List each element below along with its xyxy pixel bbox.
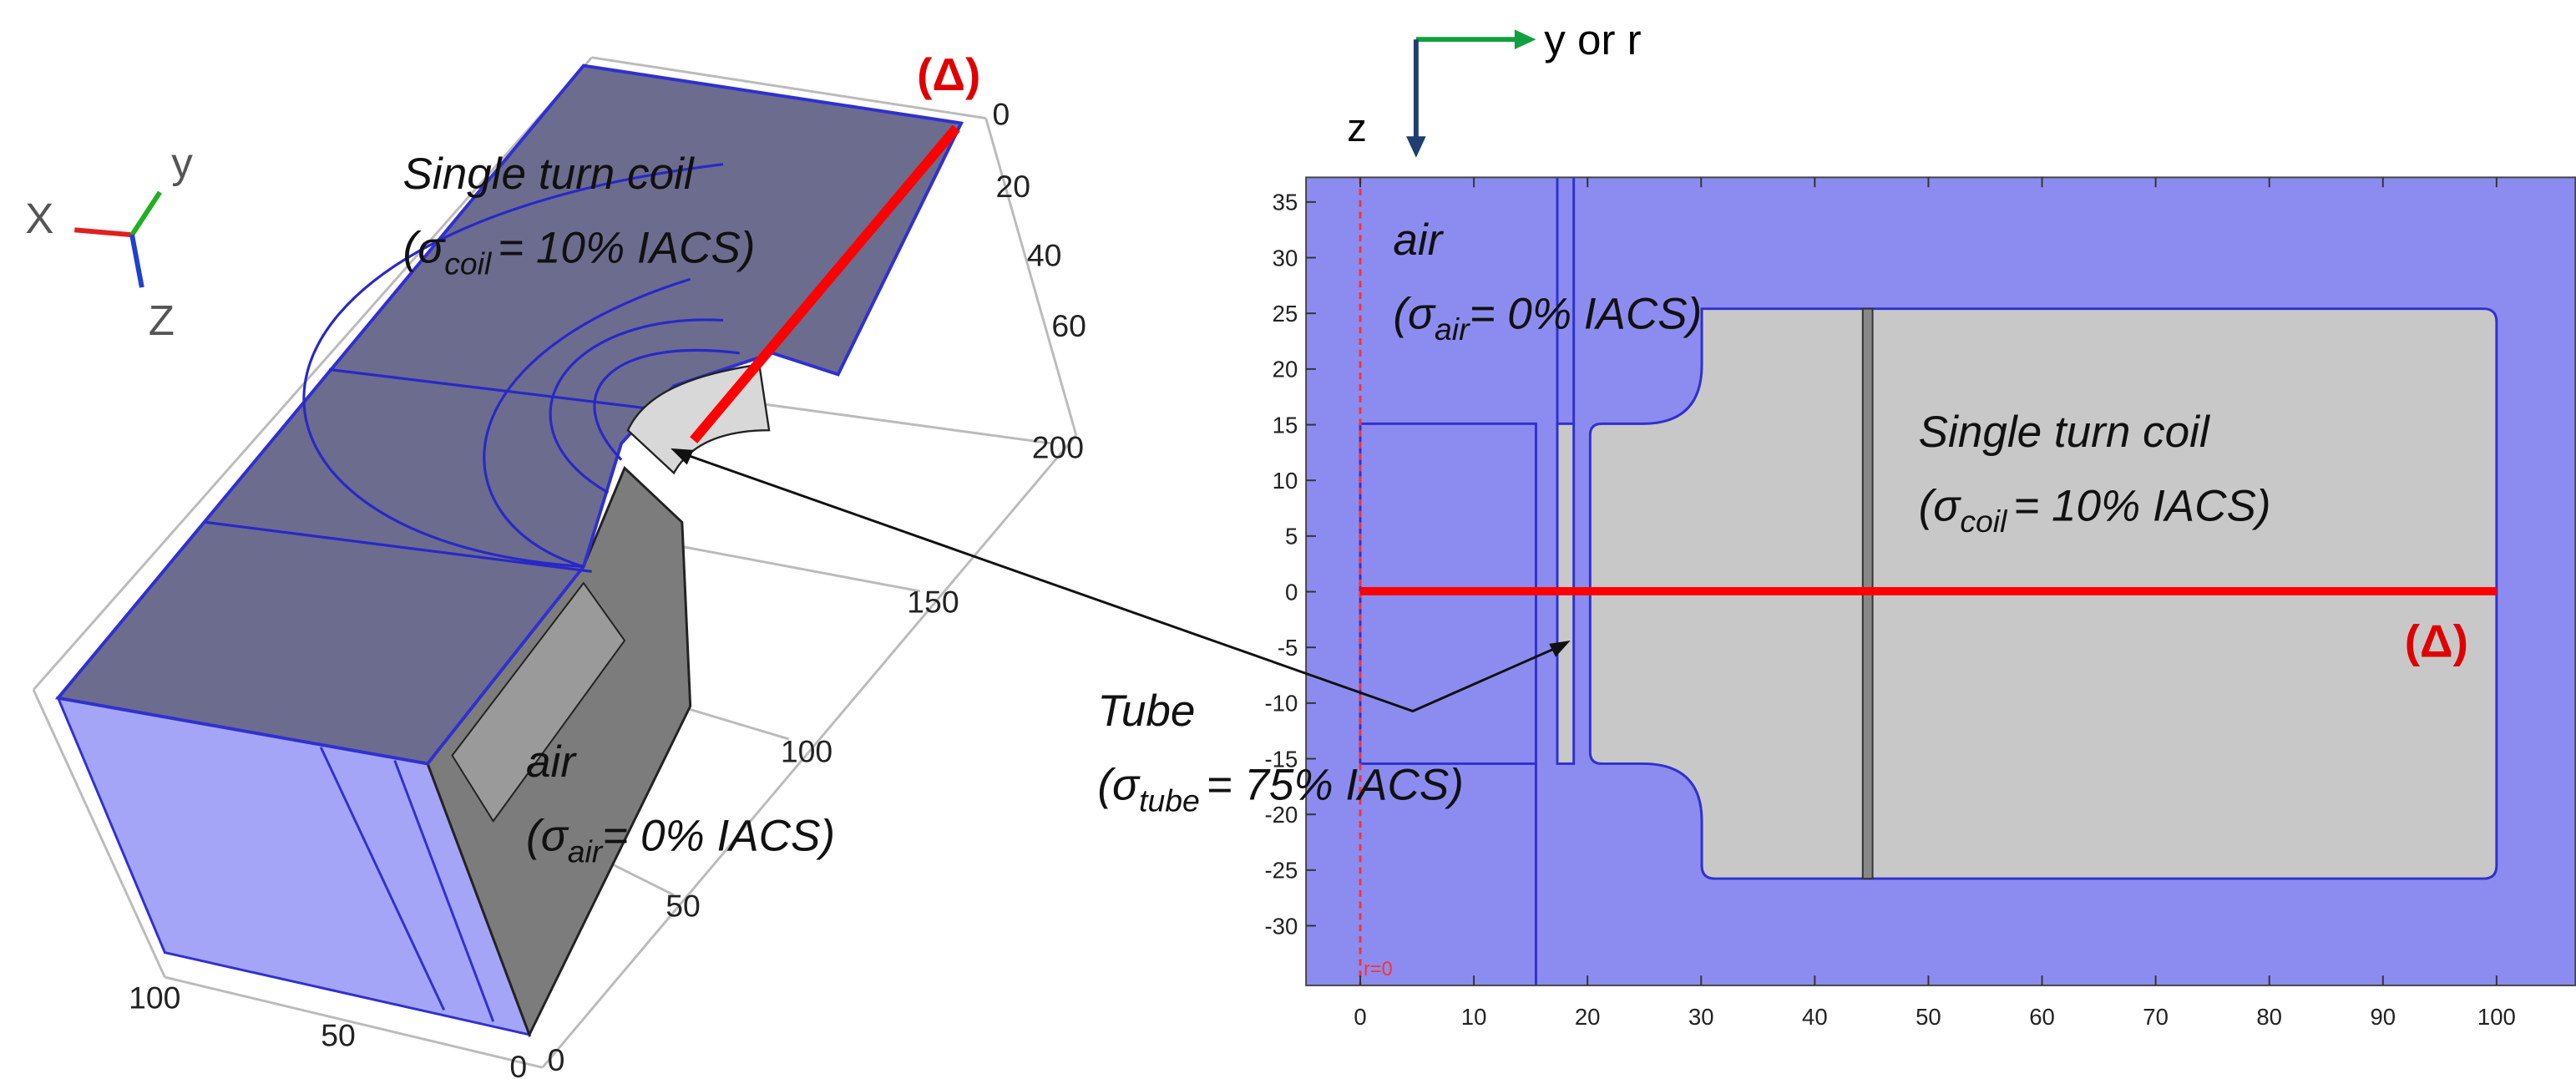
y-tick-label: 15 (1273, 412, 1298, 438)
scale-label: 0 (509, 1049, 527, 1079)
scale-label: 0 (548, 1042, 565, 1077)
x-tick-label: 60 (2029, 1004, 2055, 1030)
y-tick-label: 10 (1273, 468, 1298, 494)
y-tick-label: 0 (1285, 579, 1298, 605)
y-tick-label: 25 (1273, 301, 1298, 327)
delta-label: (Δ) (2405, 615, 2468, 667)
scale-label: 100 (129, 980, 180, 1015)
figure: X y Z (Δ) Single turn coil (σcoil= 10% I… (0, 0, 2576, 1079)
air-label: air (1393, 215, 1444, 265)
triad-y: y (171, 139, 193, 186)
x-tick-label: 80 (2256, 1004, 2282, 1030)
tube-sigma: (σtube= 75% IACS) (1097, 761, 1464, 818)
scale-label: 40 (1027, 238, 1062, 273)
x-tick-label: 20 (1575, 1004, 1601, 1030)
x-tick-label: 70 (2143, 1004, 2169, 1030)
scale-label: 0 (993, 96, 1010, 131)
scale-label: 200 (1032, 430, 1084, 465)
scale-label: 100 (781, 733, 833, 768)
y-tick-label: -10 (1265, 691, 1298, 717)
axis-z-label: z (1347, 106, 1367, 150)
triad: X y Z (25, 139, 193, 344)
x-tick-label: 0 (1354, 1004, 1366, 1030)
x-tick-label: 90 (2370, 1004, 2396, 1030)
scale-label: 150 (907, 585, 959, 620)
y-tick-label: 30 (1273, 245, 1298, 271)
axis-r-label: y or r (1544, 16, 1641, 63)
x-tick-label: 30 (1688, 1004, 1714, 1030)
scale-label: 50 (666, 888, 701, 923)
air-label: air (526, 737, 577, 787)
x-tick-label: 100 (2477, 1004, 2516, 1030)
x-tick-label: 10 (1461, 1004, 1487, 1030)
scale-label: 50 (321, 1018, 356, 1053)
y-tick-label: -25 (1265, 858, 1298, 884)
axes-arrows (1406, 29, 1536, 157)
scale-label: 60 (1051, 308, 1086, 343)
delta-label: (Δ) (917, 48, 980, 100)
triad-z: Z (149, 296, 175, 344)
tube-label: Tube (1097, 686, 1195, 736)
triad-x: X (25, 195, 53, 242)
x-tick-label: 50 (1916, 1004, 1941, 1030)
y-tick-label: -30 (1265, 913, 1298, 939)
y-tick-label: 35 (1273, 190, 1298, 215)
y-tick-label: 5 (1285, 524, 1298, 550)
coil-label: Single turn coil (1919, 408, 2210, 457)
x-tick-label: 40 (1802, 1004, 1828, 1030)
scale-label: 20 (995, 169, 1030, 204)
y-tick-label: -5 (1278, 635, 1298, 661)
left-view: X y Z (Δ) Single turn coil (σcoil= 10% I… (25, 48, 1086, 1079)
y-tick-label: 20 (1273, 357, 1298, 382)
coil-label: Single turn coil (403, 149, 695, 199)
r0-label: r=0 (1364, 958, 1393, 980)
